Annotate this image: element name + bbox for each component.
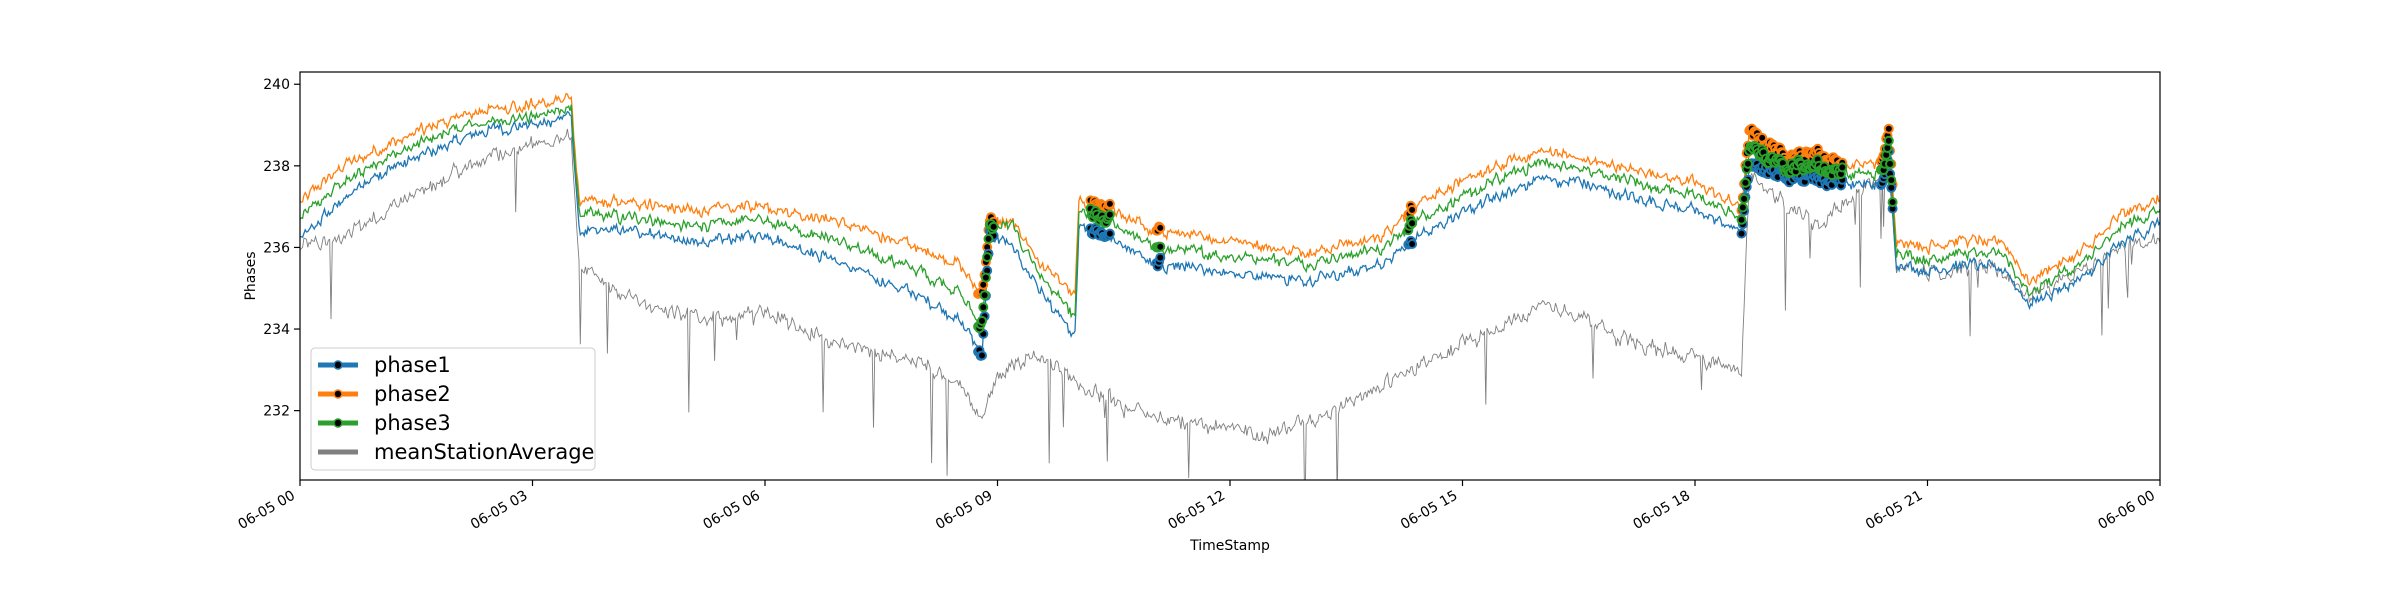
series-line-phase1: [300, 110, 2160, 357]
anomaly-marker-phase2: [1104, 198, 1115, 209]
anomaly-marker-phase1: [1736, 228, 1747, 239]
anomaly-marker-phase3: [1739, 193, 1750, 204]
y-tick-label: 236: [263, 240, 290, 256]
legend-marker-phase1: [333, 360, 343, 370]
anomaly-marker-phase3: [1104, 209, 1115, 220]
legend: phase1 phase2 phase3 meanStationAverage: [310, 347, 596, 471]
anomaly-marker-phase3: [988, 221, 999, 232]
anomaly-marker-phase3: [1887, 197, 1898, 208]
anomaly-marker-phase3: [1737, 202, 1748, 213]
anomaly-marker-phase1: [977, 350, 987, 361]
x-axis-label: TimeStamp: [1189, 538, 1270, 554]
x-tick-label: 06-05 21: [1863, 488, 1926, 533]
anomaly-marker-phase3: [1743, 158, 1753, 169]
series-line-phase3: [300, 104, 2160, 330]
x-tick-label: 06-05 18: [1630, 488, 1693, 533]
anomaly-marker-phase3: [977, 315, 987, 326]
anomaly-marker-phase3: [979, 290, 990, 301]
anomaly-marker-phase2: [1883, 123, 1894, 134]
anomaly-marker-phase3: [1883, 135, 1894, 146]
anomaly-marker-phase3: [978, 302, 989, 313]
series-line-phase2: [300, 92, 2160, 297]
y-axis-label: Phases: [243, 251, 259, 300]
x-axis: 06-05 00 06-05 03 06-05 06 06-05 09 06-05 12…: [235, 480, 2161, 533]
anomaly-marker-phase3: [983, 233, 994, 244]
anomaly-marker-phase1: [1104, 228, 1115, 239]
anomaly-marker-phase3: [1886, 175, 1897, 186]
legend-label-phase2: phase2: [374, 382, 451, 406]
y-tick-label: 232: [263, 404, 290, 420]
x-tick-label: 06-05 12: [1165, 488, 1228, 533]
anomaly-marker-phase1: [1155, 252, 1166, 263]
anomaly-marker-phase3: [1155, 241, 1166, 252]
legend-label-phase1: phase1: [374, 353, 451, 377]
x-tick-label: 06-06 00: [2095, 488, 2158, 533]
anomaly-marker-phase3: [1837, 162, 1848, 173]
legend-label-phase3: phase3: [374, 411, 451, 435]
x-tick-label: 06-05 09: [933, 488, 996, 533]
anomaly-marker-phase1: [1407, 239, 1418, 249]
x-tick-label: 06-05 15: [1398, 488, 1461, 533]
y-tick-label: 238: [263, 159, 290, 175]
anomaly-marker-phase3: [1740, 177, 1751, 188]
legend-marker-phase2: [333, 389, 343, 399]
x-tick-label: 06-05 03: [468, 488, 531, 533]
x-tick-label: 06-05 00: [235, 488, 298, 533]
anomaly-marker-phase3: [1736, 214, 1747, 225]
anomaly-marker-phase3: [1407, 218, 1418, 229]
y-axis: 232 234 236 238 240: [263, 77, 300, 420]
legend-label-meanStationAverage: meanStationAverage: [374, 440, 594, 464]
y-tick-label: 240: [263, 77, 290, 93]
anomaly-marker-phase3: [980, 272, 991, 283]
legend-marker-phase3: [333, 418, 343, 428]
anomaly-marker-phase2: [1155, 222, 1166, 233]
legend-box: [310, 347, 596, 471]
anomaly-marker-phase3: [1885, 158, 1895, 169]
y-tick-label: 234: [263, 322, 290, 338]
series-line-meanStationAverage: [300, 128, 2160, 480]
anomaly-marker-phase3: [982, 252, 993, 263]
x-tick-label: 06-05 06: [700, 488, 763, 533]
anomaly-marker-phase2: [1407, 204, 1418, 215]
